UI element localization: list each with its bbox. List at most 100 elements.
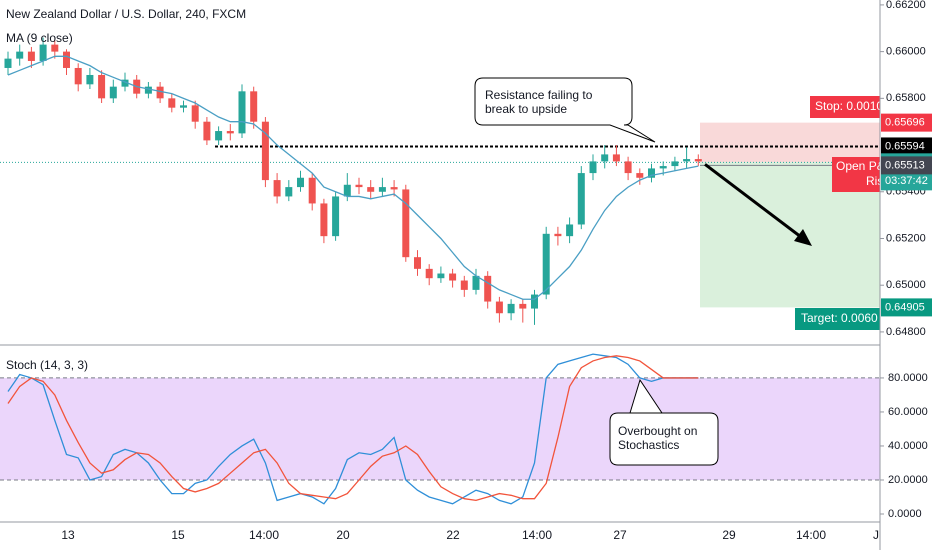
bid-price-label-box <box>881 156 932 175</box>
candle-body <box>215 131 223 141</box>
candle-body <box>414 257 421 269</box>
candle-body <box>121 79 129 87</box>
y-tick-label: 0.65200 <box>886 232 926 244</box>
candle-body <box>261 121 269 181</box>
candle-body <box>425 268 433 279</box>
candle-body <box>63 51 70 68</box>
candle-body <box>612 154 620 162</box>
candle-body <box>74 67 82 85</box>
candle-body <box>648 168 655 178</box>
callout-text: Resistance failing to <box>485 88 593 102</box>
trade-arrow <box>704 163 806 242</box>
candle-body <box>694 159 702 162</box>
candle-body <box>437 273 445 279</box>
x-tick-label: 14:00 <box>522 528 552 542</box>
candle-body <box>355 184 363 188</box>
candle-body <box>671 161 679 167</box>
price-axis: 0.662000.660000.658000.654000.652000.650… <box>879 0 932 550</box>
target-price-label-box <box>881 298 932 317</box>
x-tick-label: 20 <box>336 528 350 542</box>
candle-body <box>472 275 480 290</box>
candle-body <box>98 74 106 99</box>
y-tick-label: 0.64800 <box>886 326 926 338</box>
candle-body <box>109 86 117 99</box>
x-tick-label: 22 <box>446 528 460 542</box>
candle-body <box>601 154 609 162</box>
candle-body <box>191 105 199 122</box>
candle-body <box>519 303 527 309</box>
stop-label: Stop: 0.0010 <box>815 99 883 113</box>
candle-body <box>507 303 515 314</box>
target-price-label: 0.64905 <box>885 301 925 313</box>
x-tick-label: 14:00 <box>249 528 279 542</box>
resistance-price-label-box <box>881 137 932 156</box>
target-label: Target: 0.0060 <box>801 311 878 325</box>
candle-body <box>203 121 211 141</box>
candle-body <box>343 184 351 197</box>
candle-body <box>226 131 234 134</box>
candle-body <box>554 233 562 237</box>
candle-body <box>144 86 152 94</box>
symbol-title: New Zealand Dollar / U.S. Dollar, 240, F… <box>6 7 246 21</box>
candle-body <box>285 187 293 197</box>
candle-body <box>659 166 667 169</box>
stoch-callout-box <box>609 378 719 466</box>
arrow-head <box>794 229 812 246</box>
stoch-line <box>7 355 699 502</box>
stop-zone <box>700 122 880 163</box>
y-tick-label: 0.66200 <box>886 0 926 11</box>
candle-body <box>390 187 398 190</box>
candle-body <box>320 203 328 237</box>
x-tick-label: J <box>873 528 879 542</box>
candle-body <box>367 187 375 192</box>
candle-body <box>577 173 585 225</box>
candle-body <box>250 91 258 122</box>
callout-box <box>474 77 656 143</box>
pnl-label: Open P& <box>836 159 885 173</box>
countdown: 03:37:42 <box>885 175 928 187</box>
candle-body <box>4 58 12 68</box>
stoch-tick-label: 0.0000 <box>888 508 922 520</box>
candle-body <box>168 98 176 108</box>
candle-body <box>542 233 550 295</box>
target-label-box <box>795 308 885 330</box>
stoch-tick-label: 60.0000 <box>888 406 928 418</box>
resistance-price-label: 0.65594 <box>885 140 925 152</box>
candle-body <box>636 173 644 178</box>
stop-price-label: 0.65696 <box>885 117 925 129</box>
candle-body <box>566 224 574 237</box>
x-tick-label: 14:00 <box>796 528 826 542</box>
x-tick-label: 29 <box>722 528 736 542</box>
y-tick-label: 0.66000 <box>886 46 926 58</box>
candle-body <box>332 196 340 237</box>
stoch-callout-text: Overbought on <box>618 424 697 438</box>
candle-body <box>460 280 468 290</box>
candle-body <box>27 51 35 61</box>
bid-price-label: 0.65513 <box>885 159 925 171</box>
candle-body <box>683 159 691 162</box>
stoch-tick-label: 20.0000 <box>888 474 928 486</box>
candle-body <box>51 44 59 52</box>
ma-line <box>7 55 699 300</box>
candle-body <box>484 275 492 302</box>
ma-label: MA (9 close) <box>6 31 73 45</box>
candle-body <box>495 301 503 314</box>
y-tick-label: 0.65800 <box>886 92 926 104</box>
candle-body <box>449 273 457 281</box>
candle-body <box>378 187 386 192</box>
candle-body <box>16 51 24 59</box>
candle-body <box>273 180 281 197</box>
stoch-line <box>7 353 699 505</box>
callout-text: break to upside <box>485 102 567 116</box>
stop-label-box <box>810 96 890 118</box>
candle-body <box>308 177 316 204</box>
candle-body <box>402 189 410 258</box>
candle-body <box>238 91 246 134</box>
candle-body <box>531 294 538 309</box>
stoch-tick-label: 80.0000 <box>888 372 928 384</box>
x-tick-label: 27 <box>613 528 627 542</box>
stoch-callout-text: Stochastics <box>618 438 679 452</box>
stop-price-label-box <box>881 113 932 132</box>
candle-body <box>297 177 304 188</box>
